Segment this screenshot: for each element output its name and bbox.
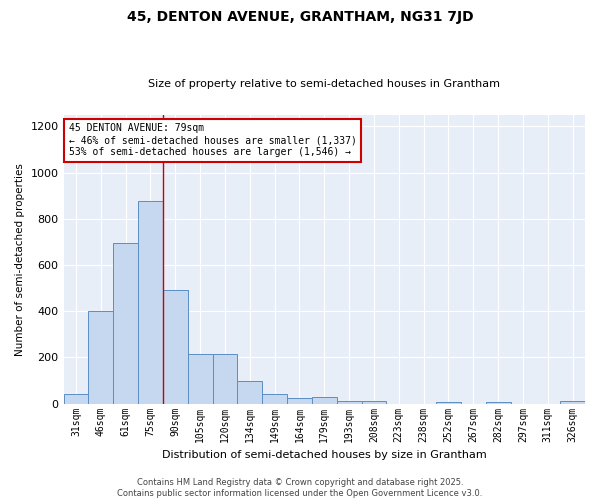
Bar	[188, 354, 212, 404]
Y-axis label: Number of semi-detached properties: Number of semi-detached properties	[15, 163, 25, 356]
Text: 45, DENTON AVENUE, GRANTHAM, NG31 7JD: 45, DENTON AVENUE, GRANTHAM, NG31 7JD	[127, 10, 473, 24]
Title: Size of property relative to semi-detached houses in Grantham: Size of property relative to semi-detach…	[148, 79, 500, 89]
Bar	[287, 398, 312, 404]
Bar	[163, 290, 188, 404]
Bar	[138, 201, 163, 404]
Bar	[238, 380, 262, 404]
Bar	[262, 394, 287, 404]
Bar	[312, 398, 337, 404]
Bar	[113, 244, 138, 404]
Text: Contains HM Land Registry data © Crown copyright and database right 2025.
Contai: Contains HM Land Registry data © Crown c…	[118, 478, 482, 498]
Bar	[436, 402, 461, 404]
Bar	[485, 402, 511, 404]
Bar	[64, 394, 88, 404]
Bar	[362, 401, 386, 404]
Text: 45 DENTON AVENUE: 79sqm
← 46% of semi-detached houses are smaller (1,337)
53% of: 45 DENTON AVENUE: 79sqm ← 46% of semi-de…	[69, 124, 356, 156]
Bar	[560, 402, 585, 404]
X-axis label: Distribution of semi-detached houses by size in Grantham: Distribution of semi-detached houses by …	[162, 450, 487, 460]
Bar	[212, 354, 238, 404]
Bar	[88, 310, 113, 404]
Bar	[337, 401, 362, 404]
